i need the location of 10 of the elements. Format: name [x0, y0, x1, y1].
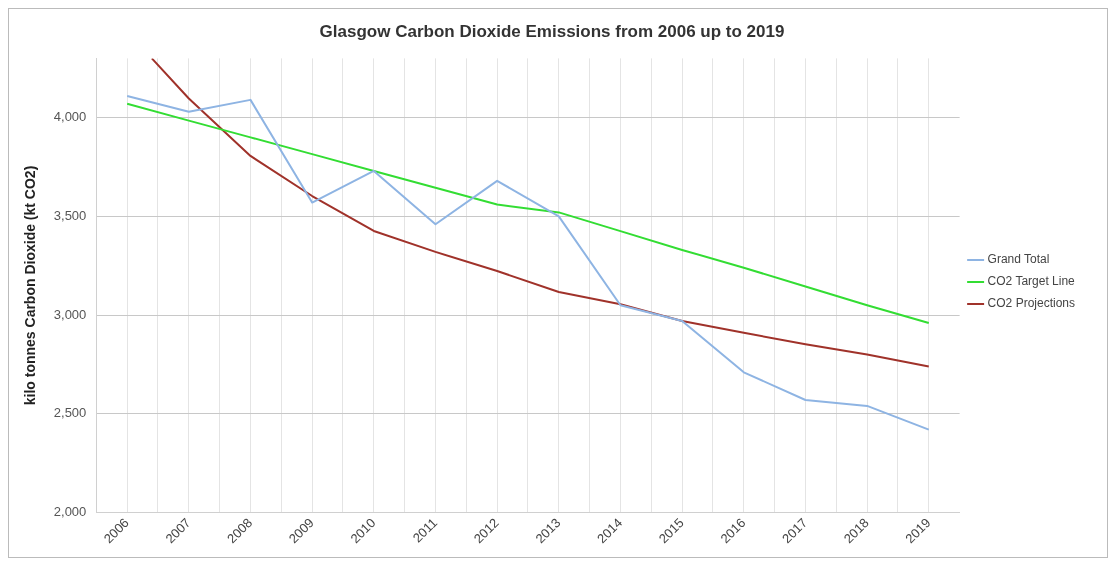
- y-tick-label: 2,500: [53, 405, 87, 421]
- y-axis-title: kilo tonnes Carbon Dioxide (kt CO2): [22, 165, 39, 406]
- legend-label: CO2 Projections: [987, 296, 1075, 311]
- y-tick-label: 3,500: [53, 207, 87, 223]
- legend-label: Grand Total: [987, 252, 1050, 267]
- y-tick-label: 3,000: [53, 306, 87, 322]
- legend-label: CO2 Target Line: [987, 274, 1076, 289]
- chart-title: Glasgow Carbon Dioxide Emissions from 2006 up to 2019: [319, 21, 785, 41]
- y-tick-label: 4,000: [53, 109, 87, 125]
- y-tick-label: 2,000: [53, 504, 87, 520]
